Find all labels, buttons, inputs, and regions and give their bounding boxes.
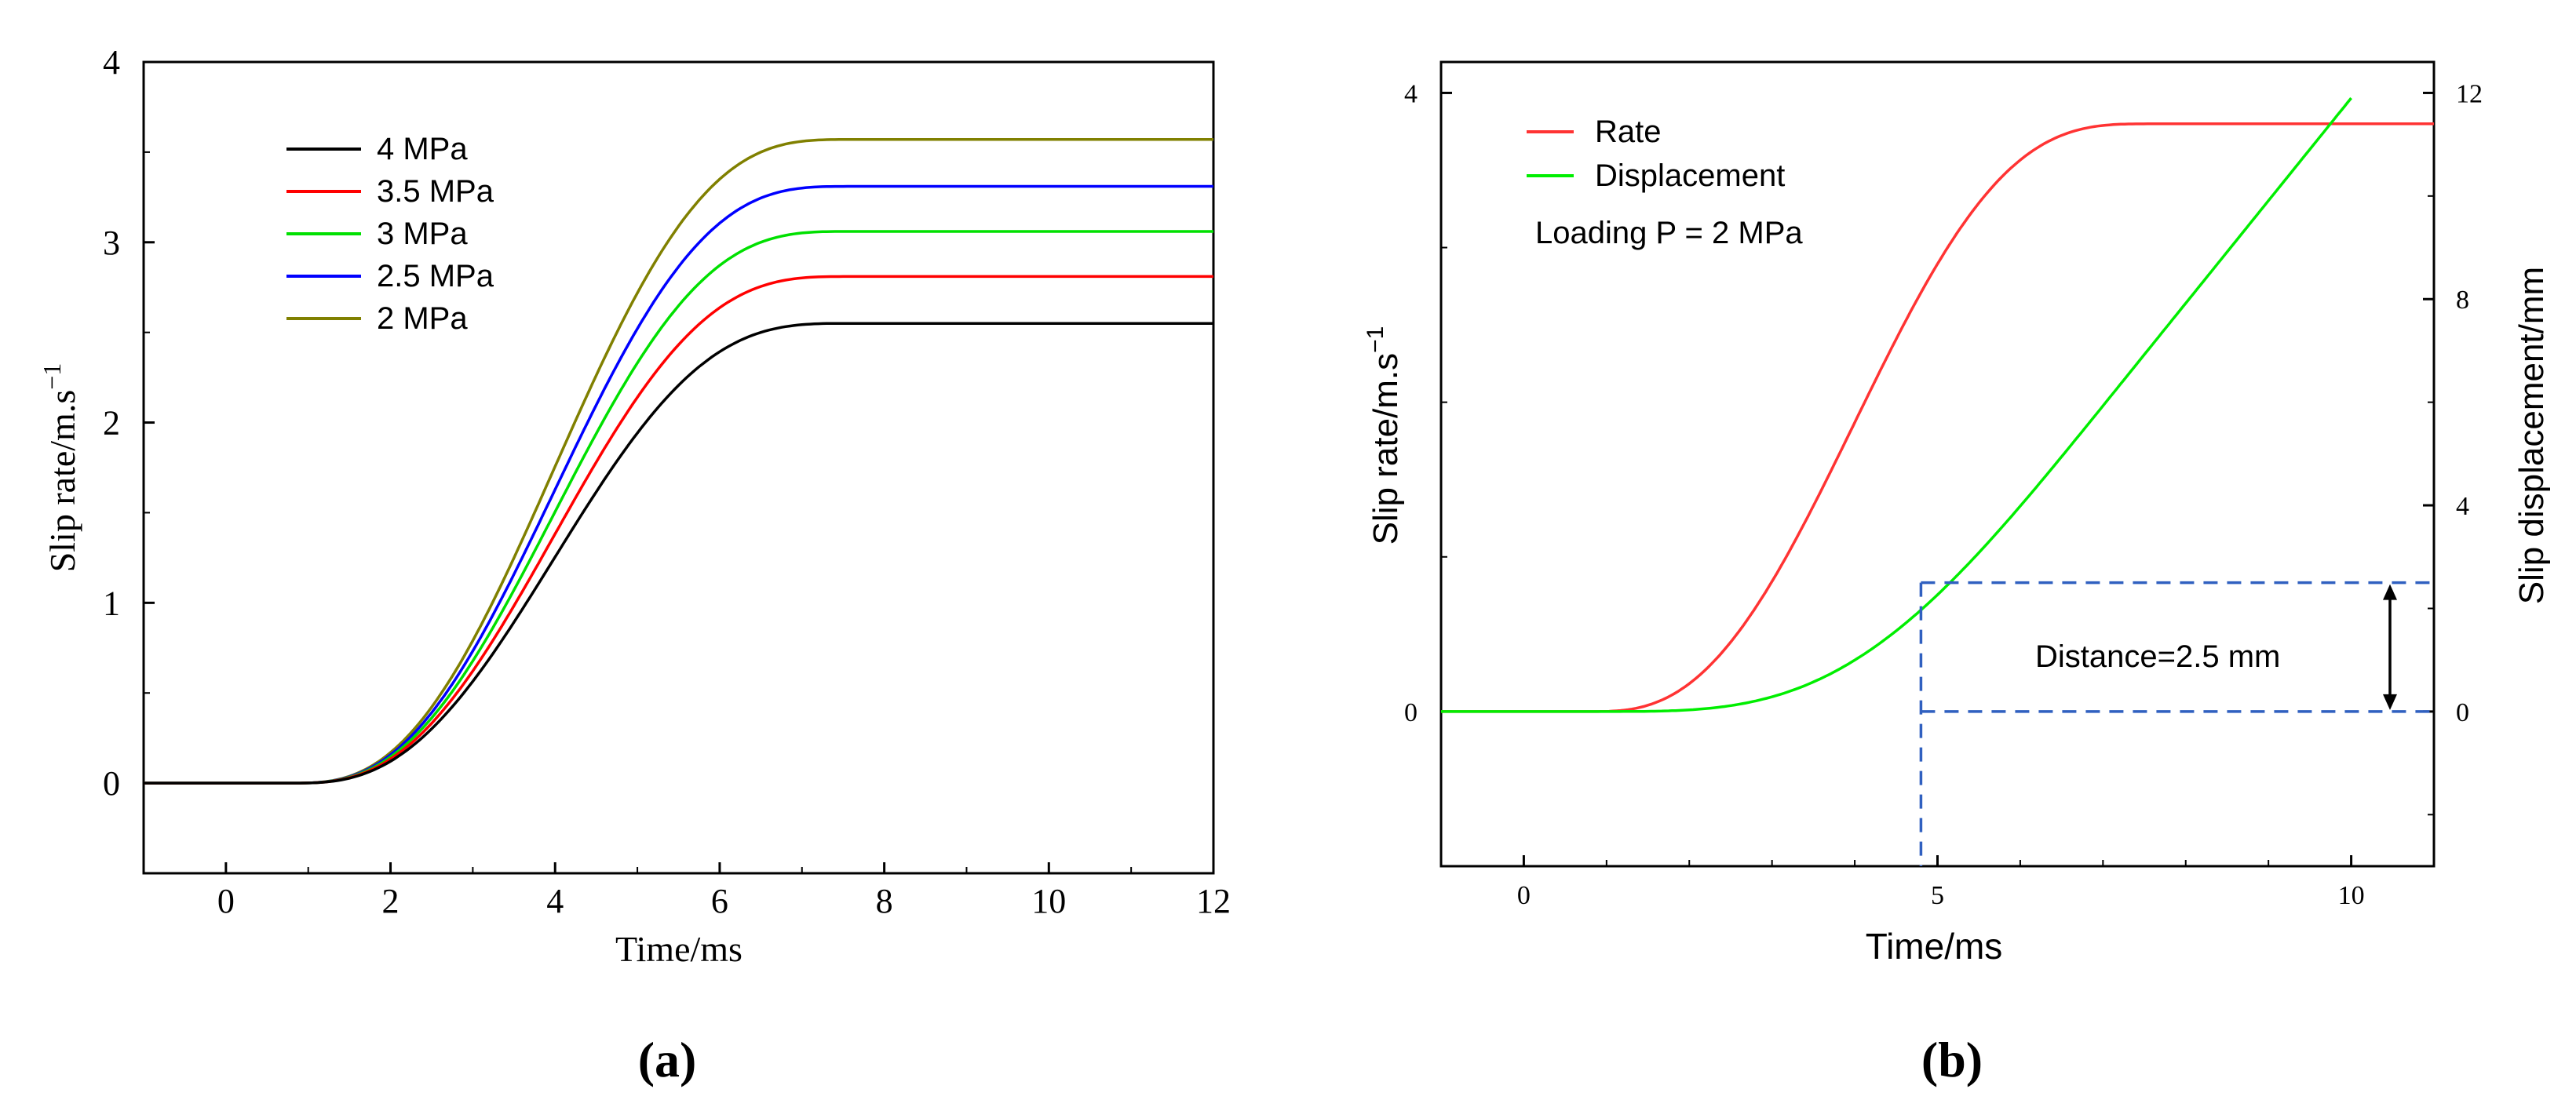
- panel-b-x-ticks: 0 5 10: [1440, 855, 2435, 910]
- panel-b-ylabel-left: Slip rate/m.s−1: [1363, 326, 1405, 545]
- panel-a-series-line: [144, 230, 1213, 785]
- panel-b: 0 5 10 0 4 0 4 8 12 Rate Displacement Loading P …: [1363, 60, 2551, 1087]
- panel-a-x-tick-label: 0: [217, 882, 235, 920]
- panel-a-series-line: [144, 275, 1213, 785]
- panel-b-y-left-tick-label: 0: [1404, 698, 1418, 727]
- panel-b-ylabel-left-exp: −1: [1363, 326, 1388, 353]
- panel-b-annotation: Loading P = 2 MPa: [1535, 216, 1803, 250]
- panel-a-x-tick-label: 8: [876, 882, 893, 920]
- panel-b-y-right-tick-label: 4: [2456, 492, 2469, 521]
- panel-a-series-line: [144, 138, 1213, 785]
- panel-b-y-ticks: 0 4 0 4 8 12: [1404, 79, 2483, 867]
- panel-b-xlabel: Time/ms: [1866, 926, 2003, 967]
- panel-b-series: [1441, 97, 2434, 713]
- panel-a-x-tick-label: 12: [1196, 882, 1231, 920]
- panel-b-legend-label: Rate: [1595, 115, 1662, 149]
- panel-a-frame: [142, 60, 1215, 875]
- panel-b-displacement-line: [1441, 97, 2352, 713]
- panel-a-series: [144, 138, 1213, 785]
- panel-b-label: (b): [1921, 1032, 1983, 1087]
- panel-b-legend-label: Displacement: [1595, 158, 1785, 193]
- panel-a-legend: 4 MPa 3.5 MPa 3 MPa 2.5 MPa 2 MPa: [286, 132, 494, 336]
- panel-a-x-tick-label: 10: [1031, 882, 1066, 920]
- panel-a-y-tick-label: 2: [103, 404, 120, 443]
- panel-b-legend: Rate Displacement: [1527, 115, 1785, 193]
- panel-b-x-tick-label: 5: [1931, 881, 1944, 910]
- panel-a-xlabel: Time/ms: [615, 929, 743, 969]
- panel-a-x-tick-label: 6: [711, 882, 728, 920]
- panel-a-y-tick-label: 1: [103, 584, 120, 622]
- panel-b-y-right-tick-label: 12: [2456, 79, 2483, 108]
- panel-b-frame: [1439, 60, 2436, 868]
- panel-b-distance-label: Distance=2.5 mm: [2035, 639, 2280, 674]
- panel-b-ylabel-left-text: Slip rate/m.s: [1366, 353, 1405, 545]
- panel-a-x-ticks: 0 2 4 6 8 10 12: [143, 862, 1231, 920]
- panel-a-x-tick-label: 2: [382, 882, 400, 920]
- panel-a-y-tick-label: 3: [103, 224, 120, 262]
- panel-b-distance-arrow-head-down: [2383, 694, 2397, 710]
- panel-a-series-line: [144, 322, 1213, 785]
- panel-b-ylabel-right: Slip displacement/mm: [2512, 267, 2551, 604]
- panel-a-ylabel-exp: −1: [38, 363, 66, 390]
- panel-b-x-tick-label: 0: [1517, 881, 1531, 910]
- panel-b-rate-line: [1441, 122, 2434, 713]
- panel-a-y-tick-label: 0: [103, 764, 120, 803]
- panel-a-legend-label: 4 MPa: [377, 132, 468, 166]
- panel-a-x-tick-label: 4: [546, 882, 564, 920]
- panel-b-y-left-tick-label: 4: [1404, 79, 1418, 108]
- panel-a-y-tick-label: 4: [103, 43, 120, 82]
- panel-b-y-right-tick-label: 0: [2456, 698, 2469, 727]
- panel-a-ylabel-text: Slip rate/m.s: [42, 390, 82, 573]
- panel-a-label: (a): [638, 1032, 697, 1087]
- panel-a-legend-label: 3 MPa: [377, 217, 468, 251]
- panel-a-legend-label: 2.5 MPa: [377, 259, 494, 293]
- panel-b-distance-guides: [1919, 581, 2434, 866]
- panel-a-ylabel: Slip rate/m.s−1: [38, 363, 82, 573]
- panel-b-x-tick-label: 10: [2338, 881, 2365, 910]
- panel-b-distance-arrow-head-up: [2383, 584, 2397, 600]
- panel-a-legend-label: 3.5 MPa: [377, 174, 494, 209]
- panel-a-y-ticks: 0 1 2 3 4: [103, 43, 155, 874]
- panel-a-legend-label: 2 MPa: [377, 301, 468, 336]
- panel-b-y-right-tick-label: 8: [2456, 286, 2469, 315]
